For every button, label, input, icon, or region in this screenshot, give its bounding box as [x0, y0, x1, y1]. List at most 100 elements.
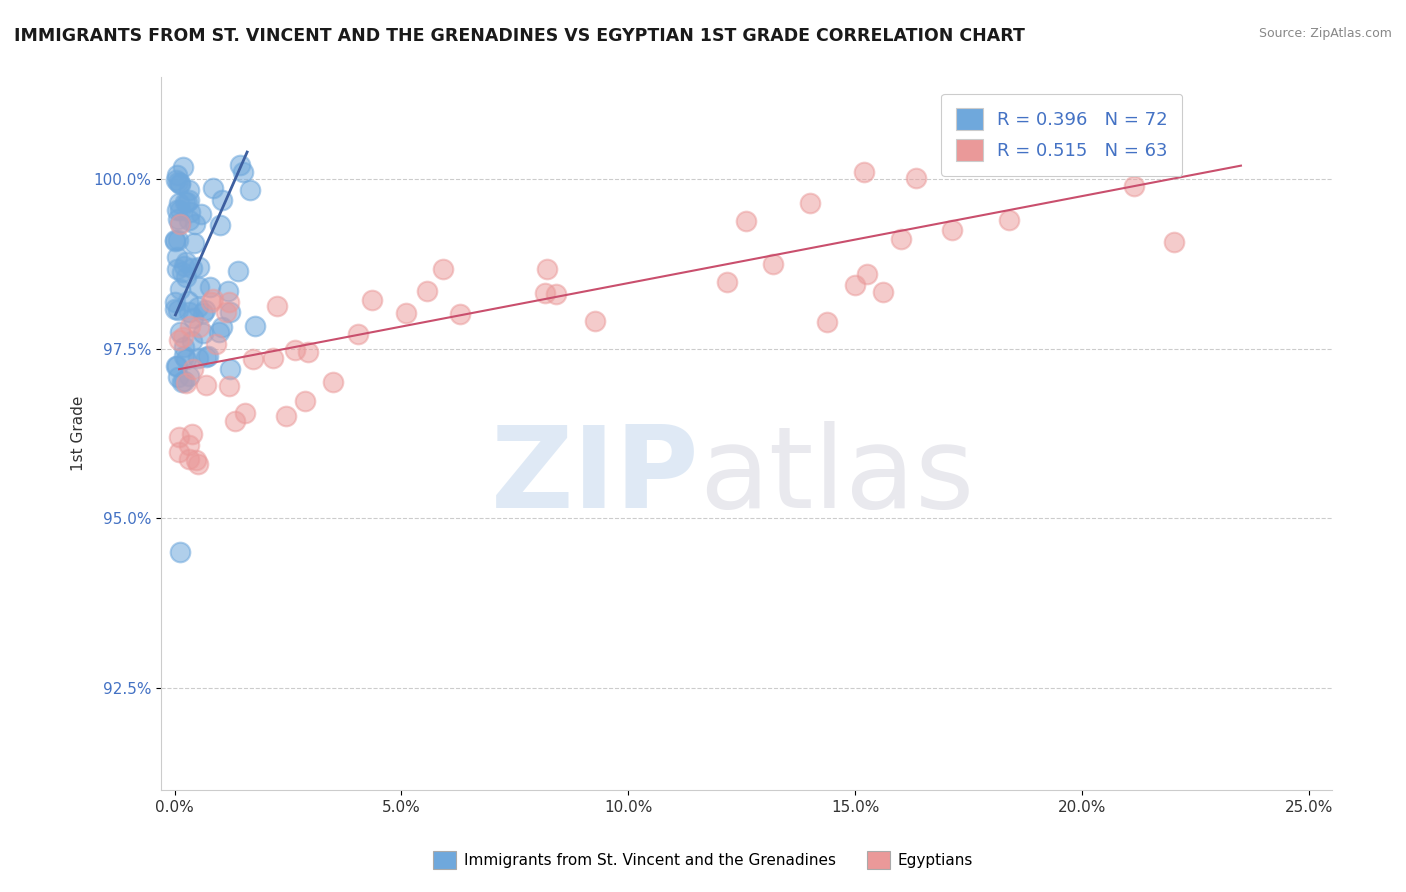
Point [294, 393, 316, 408]
Point [170, 375, 193, 389]
Point [177, 212, 200, 227]
Point [167, 445, 190, 459]
Point [360, 293, 382, 307]
Point [200, 280, 222, 294]
Point [187, 457, 209, 471]
Point [173, 349, 195, 363]
Point [169, 203, 191, 218]
Point [534, 286, 557, 301]
Point [169, 195, 191, 210]
Point [1122, 152, 1144, 166]
Point [1101, 152, 1123, 166]
Point [211, 193, 233, 207]
Point [183, 236, 205, 251]
Point [174, 255, 197, 269]
Point [201, 180, 224, 194]
Point [181, 362, 204, 376]
Point [166, 168, 188, 182]
Point [1125, 152, 1147, 166]
Point [208, 325, 231, 339]
Point [844, 278, 866, 293]
Point [297, 344, 319, 359]
Point [179, 305, 201, 319]
Point [166, 359, 188, 374]
Point [166, 261, 188, 276]
Point [194, 377, 217, 392]
Point [218, 379, 240, 393]
Point [262, 351, 284, 366]
Point [200, 295, 222, 310]
Point [165, 233, 187, 247]
Point [449, 307, 471, 321]
Y-axis label: 1st Grade: 1st Grade [72, 396, 86, 471]
Point [166, 250, 188, 264]
Point [219, 361, 242, 376]
Point [174, 376, 197, 390]
Point [174, 194, 197, 209]
Point [179, 182, 201, 196]
Point [191, 306, 214, 320]
Point [165, 172, 187, 186]
Point [181, 427, 204, 442]
Point [173, 259, 195, 273]
Point [188, 260, 211, 274]
Point [322, 375, 344, 389]
Point [169, 216, 191, 230]
Point [347, 326, 370, 341]
Point [197, 349, 219, 363]
Point [853, 165, 876, 179]
Point [941, 223, 963, 237]
Point [394, 306, 416, 320]
Point [191, 326, 214, 340]
Text: atlas: atlas [699, 421, 974, 532]
Point [998, 213, 1021, 227]
Point [734, 214, 756, 228]
Point [169, 325, 191, 339]
Point [235, 407, 257, 421]
Point [583, 314, 606, 328]
Point [762, 256, 785, 270]
Point [169, 217, 191, 231]
Point [166, 175, 188, 189]
Text: IMMIGRANTS FROM ST. VINCENT AND THE GRENADINES VS EGYPTIAN 1ST GRADE CORRELATION: IMMIGRANTS FROM ST. VINCENT AND THE GREN… [14, 27, 1025, 45]
Point [1038, 152, 1060, 166]
Point [1150, 152, 1173, 166]
Text: ZIP: ZIP [491, 421, 699, 532]
Point [218, 295, 240, 310]
Point [188, 320, 211, 334]
Point [217, 284, 239, 298]
Point [190, 206, 212, 220]
Point [242, 352, 264, 367]
Point [799, 195, 821, 210]
Point [169, 176, 191, 190]
Point [201, 292, 224, 306]
Point [165, 301, 187, 316]
Point [187, 300, 209, 314]
Point [181, 261, 204, 276]
Point [195, 350, 218, 364]
Point [1163, 235, 1185, 249]
Point [166, 233, 188, 247]
Point [194, 303, 217, 318]
Point [177, 193, 200, 207]
Point [179, 205, 201, 219]
Point [179, 451, 201, 466]
Point [179, 438, 201, 452]
Point [716, 276, 738, 290]
Point [177, 368, 200, 383]
Point [284, 343, 307, 357]
Point [172, 161, 194, 175]
Point [224, 414, 246, 428]
Point [179, 318, 201, 333]
Point [890, 232, 912, 246]
Point [415, 284, 437, 298]
Text: Source: ZipAtlas.com: Source: ZipAtlas.com [1258, 27, 1392, 40]
Point [276, 409, 298, 424]
Point [167, 430, 190, 444]
Point [167, 333, 190, 347]
Point [544, 286, 567, 301]
Point [165, 234, 187, 248]
Point [173, 374, 195, 388]
Point [172, 329, 194, 343]
Point [180, 334, 202, 348]
